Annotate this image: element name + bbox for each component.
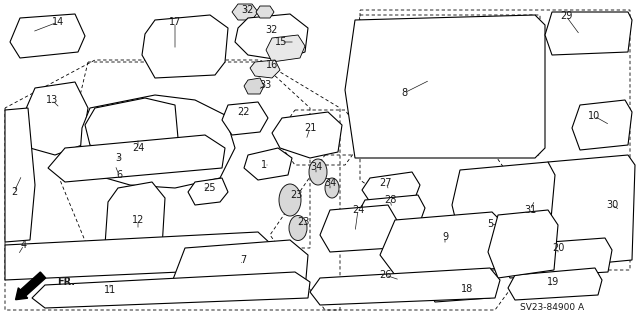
Polygon shape [310,268,500,305]
Text: 11: 11 [104,285,116,295]
Text: 33: 33 [259,80,271,90]
Polygon shape [80,95,235,188]
Polygon shape [358,195,425,226]
Polygon shape [256,6,274,18]
Text: 13: 13 [46,95,58,105]
Polygon shape [488,210,558,278]
Text: 20: 20 [552,243,564,253]
Text: 25: 25 [204,183,216,193]
Text: 22: 22 [237,107,249,117]
Polygon shape [502,238,612,278]
Text: 26: 26 [379,270,391,280]
Text: 24: 24 [132,143,144,153]
Text: 17: 17 [169,17,181,27]
Text: 19: 19 [547,277,559,287]
Polygon shape [320,205,398,252]
Polygon shape [272,112,342,158]
Text: 4: 4 [21,240,27,250]
Text: 24: 24 [352,205,364,215]
Polygon shape [22,82,88,155]
Text: 27: 27 [380,178,392,188]
Text: FR.: FR. [57,277,75,287]
FancyArrow shape [15,272,45,300]
Polygon shape [452,162,555,238]
Ellipse shape [309,159,327,185]
Text: 28: 28 [384,195,396,205]
Text: SV23-84900 A: SV23-84900 A [520,303,584,313]
Text: 2: 2 [11,187,17,197]
Polygon shape [266,35,305,62]
Polygon shape [244,78,264,94]
Ellipse shape [325,178,339,198]
Polygon shape [250,60,280,78]
Text: 18: 18 [461,284,473,294]
Text: 23: 23 [290,190,302,200]
Text: 30: 30 [606,200,618,210]
Text: 32: 32 [266,25,278,35]
Text: 29: 29 [560,11,572,21]
Text: 21: 21 [304,123,316,133]
Polygon shape [222,102,268,135]
Polygon shape [572,100,632,150]
Polygon shape [545,12,632,55]
Polygon shape [188,178,228,205]
Text: 9: 9 [442,232,448,242]
Ellipse shape [279,184,301,216]
Polygon shape [172,240,308,298]
Polygon shape [244,148,292,180]
Polygon shape [538,155,635,268]
Polygon shape [345,15,545,158]
Polygon shape [5,108,35,242]
Polygon shape [362,172,420,202]
Polygon shape [85,98,178,155]
Text: 8: 8 [401,88,407,98]
Polygon shape [235,14,308,60]
Polygon shape [105,182,165,260]
Polygon shape [232,4,258,20]
Polygon shape [142,15,228,78]
Text: 5: 5 [487,219,493,229]
Text: 12: 12 [132,215,144,225]
Ellipse shape [289,216,307,241]
Polygon shape [10,14,85,58]
Text: 10: 10 [588,111,600,121]
Text: 7: 7 [240,255,246,265]
Text: 23: 23 [297,217,309,227]
Text: 34: 34 [324,178,336,188]
Polygon shape [380,212,508,275]
Text: 32: 32 [241,5,253,15]
Text: 16: 16 [266,60,278,70]
Text: 15: 15 [275,37,287,47]
Polygon shape [428,270,495,302]
Text: 3: 3 [115,153,121,163]
Polygon shape [32,272,310,308]
Text: 34: 34 [310,162,322,172]
Polygon shape [5,232,272,280]
Polygon shape [48,135,225,182]
Text: 6: 6 [116,170,122,180]
Polygon shape [508,268,602,300]
Text: 14: 14 [52,17,64,27]
Text: 1: 1 [261,160,267,170]
Text: 31: 31 [524,205,536,215]
